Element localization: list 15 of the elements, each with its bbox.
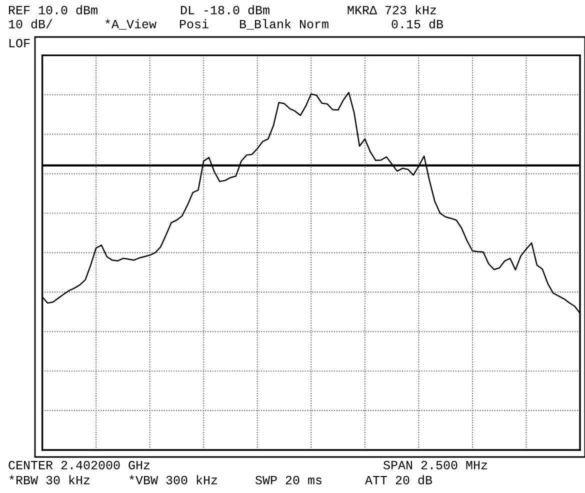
text: LOF — [9, 38, 30, 48]
text: *VBW 300 kHz — [130, 475, 218, 484]
text: SPAN 2.500 MHz — [383, 460, 488, 470]
text: Posi — [180, 19, 208, 28]
text: MKRΔ 723 kHz — [348, 5, 436, 14]
text: ATT 20 dB — [365, 475, 432, 484]
text: SWP 20 ms — [255, 476, 322, 484]
text: DL -18.0 dBm — [180, 5, 270, 14]
text: CENTER 2.402000 GHz — [8, 460, 150, 470]
text: *A_View — [106, 19, 156, 30]
text: REF 10.0 dBm — [8, 5, 98, 14]
text: 10 dB/ — [8, 19, 52, 28]
text: 0.15 dB — [392, 19, 444, 28]
text: B_Blank Norm — [240, 19, 328, 30]
text: *RBW 30 kHz — [10, 475, 90, 484]
